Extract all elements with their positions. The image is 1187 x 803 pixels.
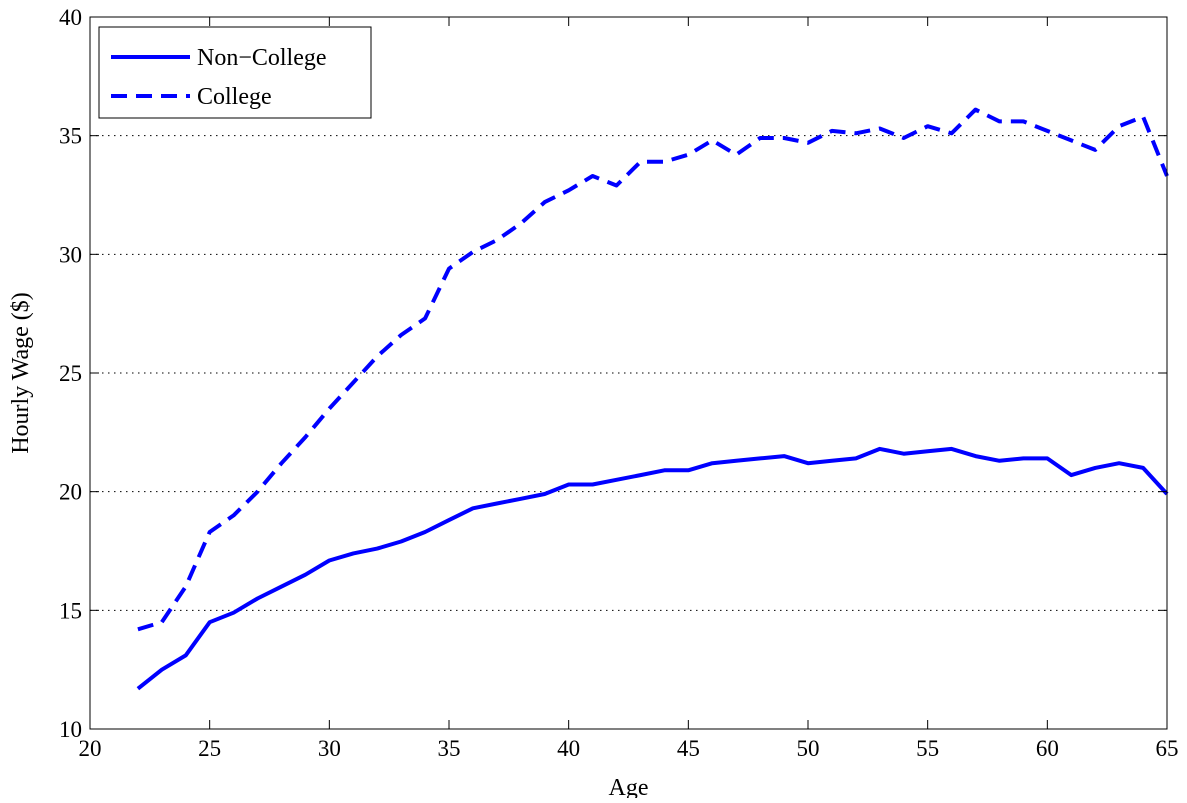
series-line-non-college <box>136 446 1169 691</box>
x-axis-label: Age <box>609 775 649 798</box>
legend-label-college: College <box>197 84 272 110</box>
x-tick-label: 30 <box>318 736 341 761</box>
x-tick-label: 45 <box>677 736 700 761</box>
y-tick-label: 10 <box>59 717 82 742</box>
grid-lines <box>90 135 1167 611</box>
x-tick-label: 25 <box>198 736 221 761</box>
legend: Non−College College <box>98 26 372 119</box>
x-tick-label: 20 <box>79 736 102 761</box>
series-group <box>136 107 1169 691</box>
y-tick-label: 20 <box>59 480 82 505</box>
x-tick-label: 40 <box>557 736 580 761</box>
series-line-college <box>137 107 1169 632</box>
x-tick-label: 35 <box>438 736 461 761</box>
x-tick-label: 60 <box>1036 736 1059 761</box>
x-tick-label: 65 <box>1156 736 1179 761</box>
x-tick-label: 50 <box>797 736 820 761</box>
plot-frame <box>89 16 1168 730</box>
legend-box <box>98 26 372 119</box>
y-tick-label: 35 <box>59 124 82 149</box>
y-tick-label: 15 <box>59 598 82 623</box>
y-axis-label: Hourly Wage ($) <box>8 292 34 454</box>
legend-label-non-college: Non−College <box>197 45 327 71</box>
y-tick-label: 30 <box>59 242 82 267</box>
axis-ticks: 20 25 30 35 40 45 50 55 60 65 10 15 20 25 30 35 40 <box>59 5 1179 761</box>
x-tick-label: 55 <box>916 736 939 761</box>
y-tick-label: 40 <box>59 5 82 30</box>
y-tick-label: 25 <box>59 361 82 386</box>
